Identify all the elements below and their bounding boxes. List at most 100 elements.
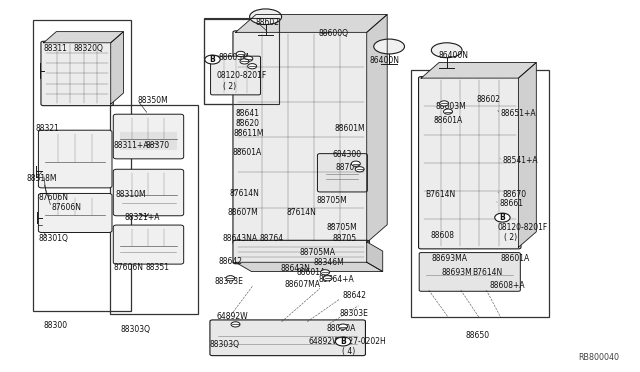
Text: 88303E: 88303E bbox=[339, 309, 368, 318]
Text: 88611M: 88611M bbox=[234, 129, 264, 138]
FancyBboxPatch shape bbox=[113, 225, 184, 264]
Text: 86400N: 86400N bbox=[370, 56, 400, 65]
Text: 88608+A: 88608+A bbox=[490, 281, 525, 290]
Text: ( 4): ( 4) bbox=[342, 347, 356, 356]
Text: RB800040: RB800040 bbox=[579, 353, 620, 362]
Text: 88311+A: 88311+A bbox=[114, 141, 149, 150]
Bar bbox=[204, 18, 279, 104]
Text: 88320Q: 88320Q bbox=[74, 44, 104, 53]
Circle shape bbox=[244, 56, 253, 61]
Text: 88346M: 88346M bbox=[314, 258, 344, 267]
Text: 64892W: 64892W bbox=[308, 337, 340, 346]
Ellipse shape bbox=[431, 43, 462, 58]
Ellipse shape bbox=[374, 39, 404, 54]
Circle shape bbox=[321, 270, 330, 275]
Circle shape bbox=[444, 109, 452, 114]
FancyBboxPatch shape bbox=[38, 130, 112, 188]
Circle shape bbox=[440, 101, 449, 106]
Text: 88321+A: 88321+A bbox=[125, 213, 160, 222]
Text: 88693M: 88693M bbox=[442, 268, 472, 277]
Polygon shape bbox=[421, 62, 536, 78]
Text: B7614N: B7614N bbox=[426, 190, 456, 199]
Circle shape bbox=[495, 213, 510, 222]
Text: 87606N: 87606N bbox=[51, 203, 81, 212]
Text: 88541+A: 88541+A bbox=[502, 156, 538, 165]
Polygon shape bbox=[44, 32, 124, 43]
FancyBboxPatch shape bbox=[113, 169, 184, 216]
Polygon shape bbox=[120, 132, 177, 150]
Polygon shape bbox=[236, 15, 387, 32]
Text: 64892W: 64892W bbox=[216, 312, 248, 321]
Polygon shape bbox=[367, 15, 387, 243]
Text: 08120-8201F: 08120-8201F bbox=[498, 223, 548, 232]
Text: 88607MA: 88607MA bbox=[285, 280, 321, 289]
Text: 08127-0202H: 08127-0202H bbox=[334, 337, 386, 346]
Ellipse shape bbox=[250, 9, 282, 25]
Text: 88705M: 88705M bbox=[326, 223, 357, 232]
Bar bbox=[33, 20, 131, 311]
Text: 88642: 88642 bbox=[219, 257, 243, 266]
Text: 87614N: 87614N bbox=[287, 208, 317, 217]
Text: 88650: 88650 bbox=[466, 331, 490, 340]
Text: 88642: 88642 bbox=[342, 291, 367, 300]
Polygon shape bbox=[518, 62, 536, 247]
Text: 88602: 88602 bbox=[477, 95, 501, 104]
Text: 88705M: 88705M bbox=[317, 196, 348, 205]
Text: 88350M: 88350M bbox=[138, 96, 168, 105]
Circle shape bbox=[231, 322, 240, 327]
Text: 88764+A: 88764+A bbox=[319, 275, 355, 284]
Text: 88641: 88641 bbox=[236, 109, 260, 118]
Text: 88620: 88620 bbox=[236, 119, 260, 128]
Text: B7614N: B7614N bbox=[472, 268, 502, 277]
Text: 88370: 88370 bbox=[146, 141, 170, 150]
Text: ( 2): ( 2) bbox=[504, 233, 518, 242]
Circle shape bbox=[236, 51, 245, 57]
Text: 88601A: 88601A bbox=[434, 116, 463, 125]
Text: 88300: 88300 bbox=[44, 321, 68, 330]
Bar bbox=[411, 70, 549, 317]
Bar bbox=[110, 105, 198, 314]
Text: 88303E: 88303E bbox=[214, 278, 243, 286]
Circle shape bbox=[323, 276, 332, 281]
Text: 88643N: 88643N bbox=[280, 264, 310, 273]
Circle shape bbox=[335, 337, 351, 346]
FancyBboxPatch shape bbox=[210, 320, 365, 356]
FancyBboxPatch shape bbox=[233, 240, 369, 264]
Circle shape bbox=[226, 276, 235, 281]
Text: 88651+A: 88651+A bbox=[500, 109, 536, 118]
Text: 88603M: 88603M bbox=[435, 102, 466, 110]
Text: 87606N: 87606N bbox=[38, 193, 68, 202]
Text: 87614N: 87614N bbox=[229, 189, 259, 198]
Text: 88303Q: 88303Q bbox=[210, 340, 240, 349]
Text: 88301Q: 88301Q bbox=[38, 234, 68, 243]
Bar bbox=[204, 19, 278, 104]
FancyBboxPatch shape bbox=[419, 77, 521, 249]
Text: 88764: 88764 bbox=[259, 234, 284, 243]
Circle shape bbox=[351, 161, 360, 166]
Text: 88705: 88705 bbox=[333, 234, 357, 243]
FancyBboxPatch shape bbox=[113, 114, 184, 159]
Circle shape bbox=[205, 55, 220, 64]
FancyBboxPatch shape bbox=[38, 193, 112, 232]
Text: B: B bbox=[500, 213, 505, 222]
Circle shape bbox=[248, 64, 257, 69]
FancyBboxPatch shape bbox=[211, 56, 260, 95]
Polygon shape bbox=[236, 262, 383, 272]
Text: 88311: 88311 bbox=[44, 44, 67, 53]
Text: 88318M: 88318M bbox=[27, 174, 58, 183]
Polygon shape bbox=[367, 242, 383, 272]
Text: 08120-8201F: 08120-8201F bbox=[216, 71, 267, 80]
Text: 88603M: 88603M bbox=[219, 53, 250, 62]
Text: 684300: 684300 bbox=[333, 150, 362, 159]
Text: 88601A: 88601A bbox=[500, 254, 530, 263]
Text: 88601M: 88601M bbox=[335, 124, 365, 133]
Text: 88670: 88670 bbox=[502, 190, 527, 199]
Text: 86400N: 86400N bbox=[438, 51, 468, 60]
Text: 88600Q: 88600Q bbox=[319, 29, 349, 38]
Text: B: B bbox=[340, 337, 346, 346]
Text: 88310M: 88310M bbox=[115, 190, 146, 199]
Text: 88700: 88700 bbox=[336, 163, 360, 172]
Text: 88601A: 88601A bbox=[232, 148, 262, 157]
Text: 88607M: 88607M bbox=[227, 208, 258, 217]
FancyBboxPatch shape bbox=[233, 31, 369, 244]
